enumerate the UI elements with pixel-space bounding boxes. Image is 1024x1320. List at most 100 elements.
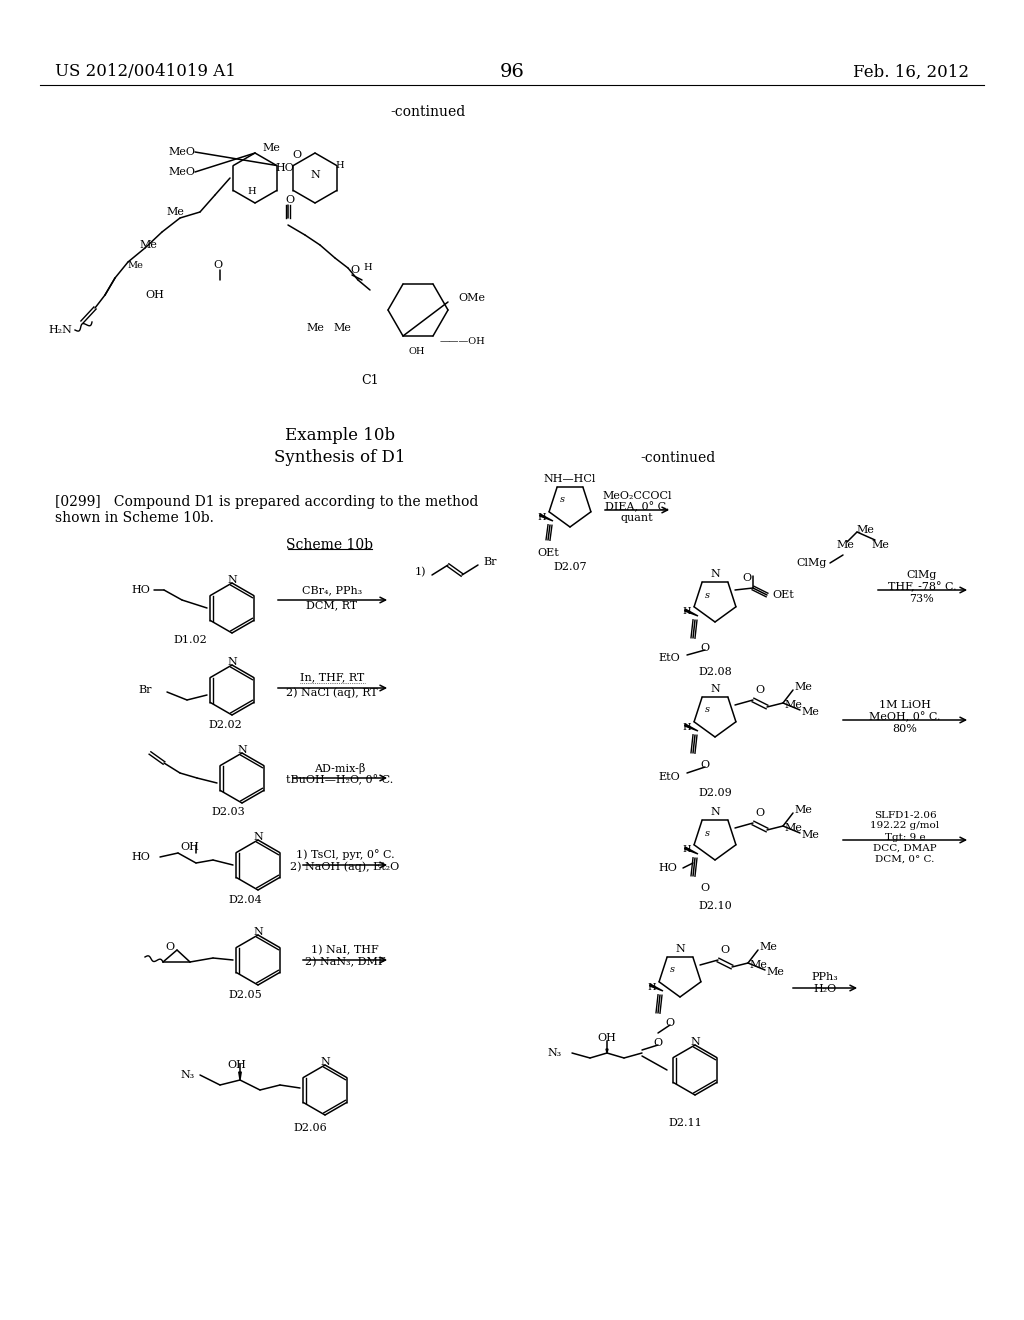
Text: 1) NaI, THF: 1) NaI, THF (311, 945, 379, 956)
Polygon shape (649, 985, 663, 991)
Text: Br: Br (483, 557, 497, 568)
Text: H: H (364, 264, 373, 272)
Polygon shape (606, 1049, 608, 1053)
Text: 1) TsCl, pyr, 0° C.: 1) TsCl, pyr, 0° C. (296, 850, 394, 861)
Text: 2) NaN₃, DMF: 2) NaN₃, DMF (305, 957, 385, 968)
Text: Tgt: 9 e: Tgt: 9 e (885, 833, 926, 842)
Text: EtO: EtO (658, 653, 680, 663)
Text: O: O (700, 760, 710, 770)
Text: DCM, 0° C.: DCM, 0° C. (876, 854, 935, 863)
Text: THF, -78° C.: THF, -78° C. (888, 582, 956, 593)
Text: O: O (286, 195, 295, 205)
Text: N: N (238, 744, 247, 755)
Text: SLFD1-2.06: SLFD1-2.06 (873, 810, 936, 820)
Text: O: O (721, 945, 729, 954)
Text: Me: Me (139, 240, 157, 249)
Text: Me: Me (871, 540, 889, 550)
Text: 80%: 80% (893, 723, 918, 734)
Text: N: N (253, 832, 263, 842)
Text: O: O (166, 942, 174, 952)
Text: O: O (293, 150, 301, 160)
Text: N: N (310, 170, 319, 180)
Text: Me: Me (127, 260, 143, 269)
Text: Br: Br (138, 685, 152, 696)
Polygon shape (239, 1072, 242, 1080)
Text: H: H (248, 187, 256, 197)
Text: N: N (675, 944, 685, 954)
Text: quant: quant (621, 513, 653, 523)
Text: OEt: OEt (772, 590, 794, 601)
Text: Feb. 16, 2012: Feb. 16, 2012 (853, 63, 969, 81)
Text: O: O (653, 1038, 663, 1048)
Text: H: H (683, 607, 691, 616)
Text: D2.06: D2.06 (293, 1123, 327, 1133)
Text: DIEA, 0° C.: DIEA, 0° C. (605, 502, 669, 512)
Text: O: O (756, 808, 765, 818)
Text: OEt: OEt (538, 548, 559, 558)
Text: Scheme 10b: Scheme 10b (287, 539, 374, 552)
Text: Me: Me (784, 700, 802, 710)
Text: H₂O: H₂O (813, 983, 837, 994)
Text: D2.02: D2.02 (208, 719, 242, 730)
Text: Me: Me (766, 968, 784, 977)
Text: Me: Me (262, 143, 280, 153)
Text: s: s (705, 829, 710, 837)
Text: Me: Me (333, 323, 351, 333)
Text: H: H (538, 512, 547, 521)
Text: Me: Me (801, 830, 819, 840)
Text: N: N (321, 1057, 330, 1067)
Text: OH: OH (227, 1060, 247, 1071)
Polygon shape (685, 725, 698, 731)
Text: H: H (336, 161, 344, 169)
Text: Me: Me (759, 942, 777, 952)
Text: 192.22 g/mol: 192.22 g/mol (870, 821, 940, 830)
Text: N: N (253, 927, 263, 937)
Text: OH: OH (180, 842, 200, 851)
Text: 1): 1) (415, 566, 427, 577)
Text: 73%: 73% (909, 594, 934, 605)
Text: MeO₂CCOCl: MeO₂CCOCl (602, 491, 672, 502)
Text: ClMg: ClMg (797, 558, 827, 568)
Polygon shape (685, 847, 698, 854)
Text: D2.04: D2.04 (228, 895, 262, 906)
Text: N: N (227, 657, 237, 667)
Text: H₂N: H₂N (48, 325, 72, 335)
Text: O: O (350, 265, 359, 275)
Text: Me: Me (794, 805, 812, 814)
Text: ———OH: ———OH (440, 338, 485, 346)
Text: Me: Me (166, 207, 184, 216)
Text: US 2012/0041019 A1: US 2012/0041019 A1 (55, 63, 236, 81)
Text: In, THF, RT: In, THF, RT (300, 672, 365, 682)
Text: N: N (710, 807, 720, 817)
Polygon shape (540, 513, 553, 521)
Text: H: H (683, 722, 691, 731)
Text: Me: Me (750, 960, 767, 970)
Text: O: O (700, 883, 710, 894)
Text: Me: Me (784, 822, 802, 833)
Text: EtO: EtO (658, 772, 680, 781)
Text: N: N (710, 684, 720, 694)
Text: HO: HO (275, 162, 294, 173)
Text: OMe: OMe (458, 293, 485, 304)
Text: NH—HCl: NH—HCl (544, 474, 596, 484)
Text: PPh₃: PPh₃ (812, 972, 839, 982)
Text: -continued: -continued (390, 106, 465, 119)
Text: D2.09: D2.09 (698, 788, 732, 799)
Text: 2) NaCl (aq), RT: 2) NaCl (aq), RT (286, 688, 378, 698)
Text: HO: HO (658, 863, 677, 873)
Text: [0299]   Compound D1 is prepared according to the method
shown in Scheme 10b.: [0299] Compound D1 is prepared according… (55, 495, 478, 525)
Text: DCC, DMAP: DCC, DMAP (873, 843, 937, 853)
Text: OH: OH (409, 347, 425, 356)
Text: D2.08: D2.08 (698, 667, 732, 677)
Text: O: O (742, 573, 752, 583)
Text: H: H (683, 846, 691, 854)
Text: ClMg: ClMg (907, 570, 937, 579)
Text: O: O (700, 643, 710, 653)
Text: HO: HO (131, 851, 150, 862)
Text: tBuOH—H₂O, 0° C.: tBuOH—H₂O, 0° C. (287, 775, 393, 785)
Text: Me: Me (836, 540, 854, 550)
Text: N₃: N₃ (548, 1048, 562, 1059)
Text: Me: Me (856, 525, 873, 535)
Text: -continued: -continued (640, 451, 715, 465)
Text: OH: OH (145, 290, 165, 300)
